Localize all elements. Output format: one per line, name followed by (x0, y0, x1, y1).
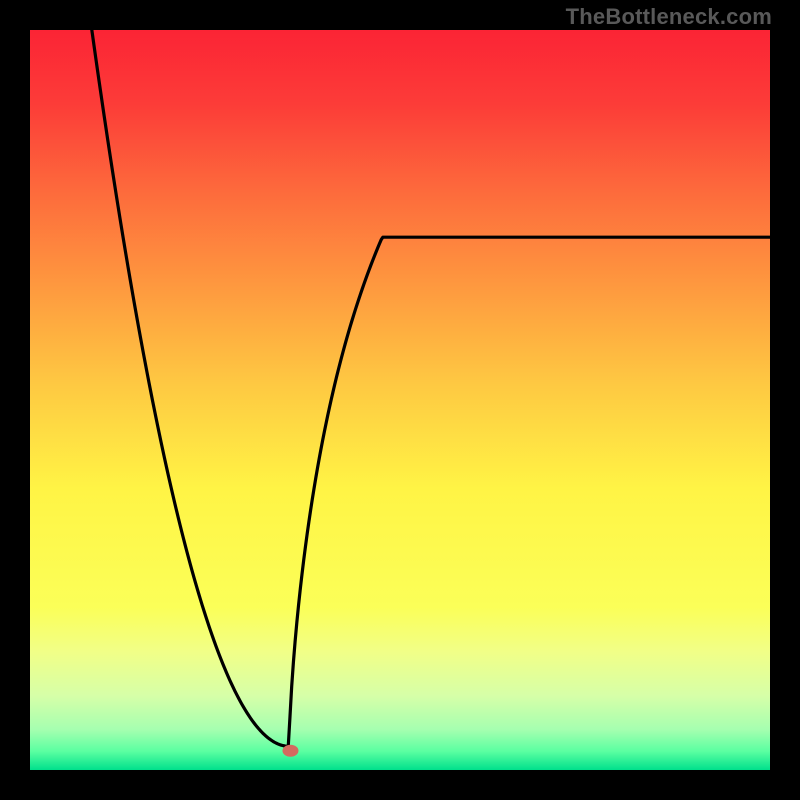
chart-stage: TheBottleneck.com (0, 0, 800, 800)
minimum-marker (282, 745, 298, 757)
plot-background (30, 30, 770, 770)
chart-svg (0, 0, 800, 800)
watermark-text: TheBottleneck.com (566, 4, 772, 30)
